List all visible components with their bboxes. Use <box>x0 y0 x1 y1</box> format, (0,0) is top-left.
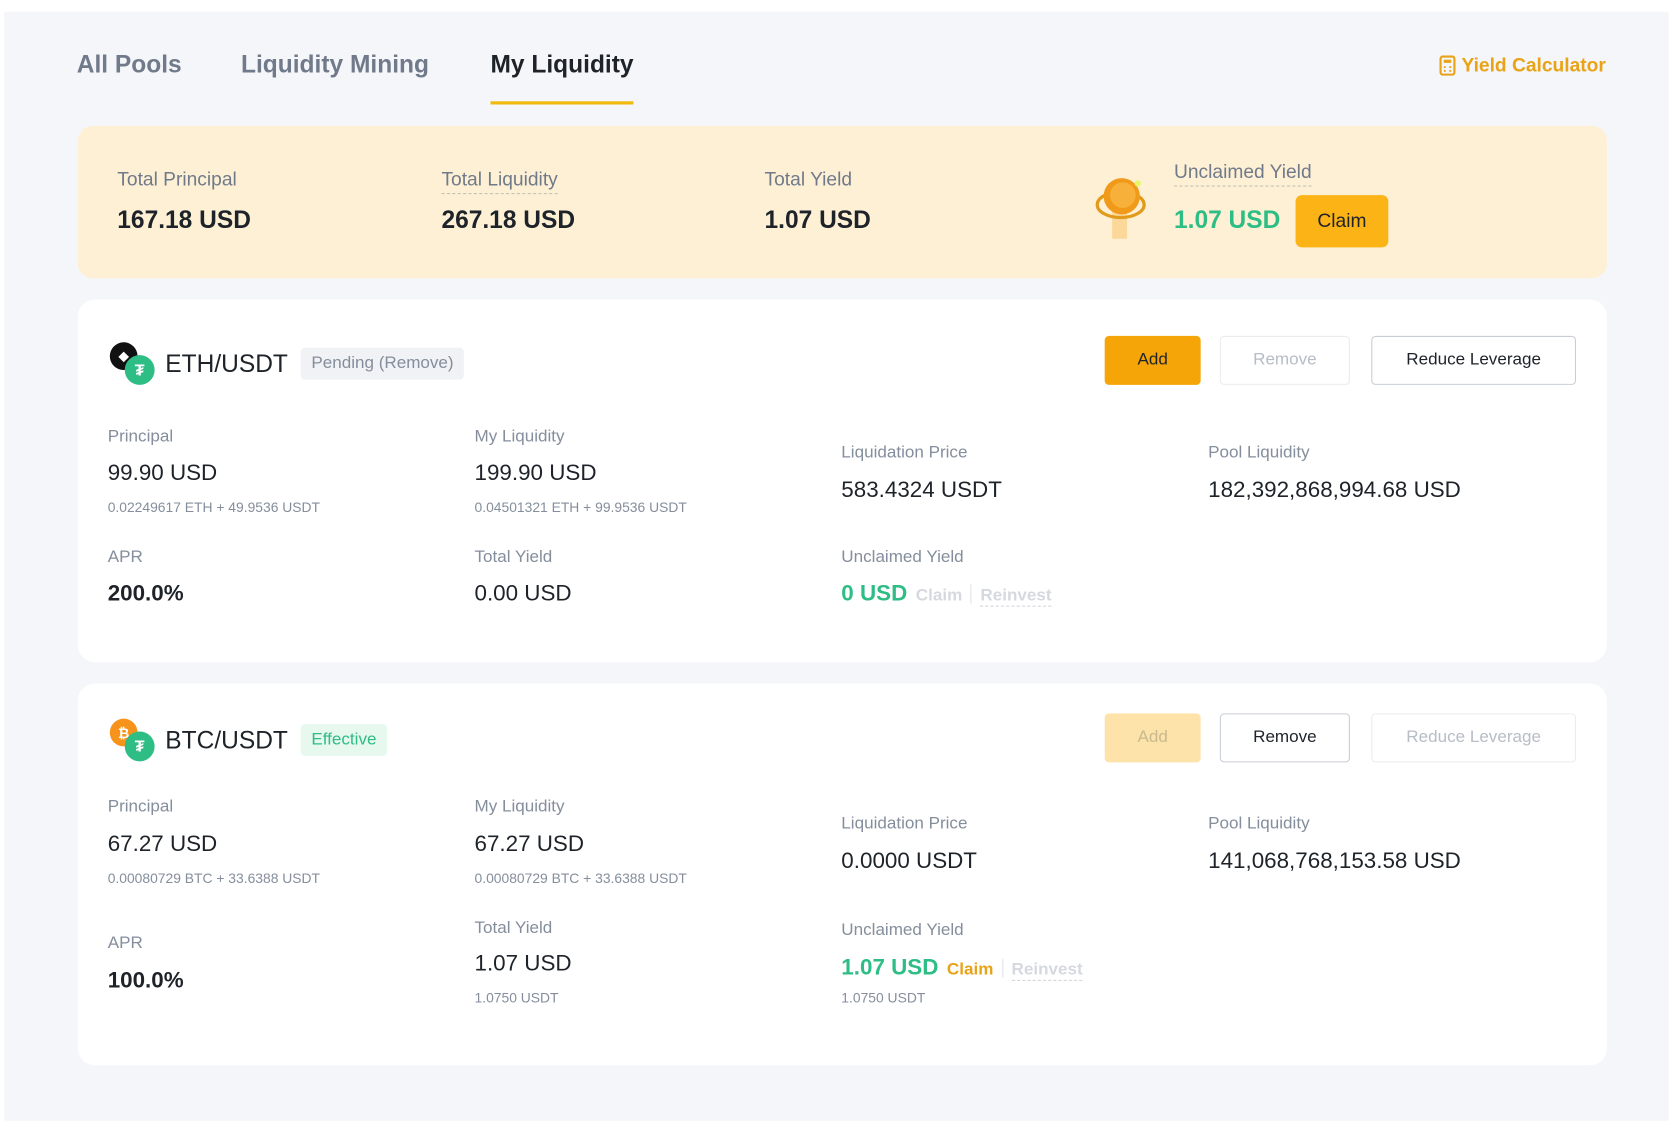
pair-name: BTC/USDT <box>165 725 288 754</box>
total-yield-detail: 1.0750 USDT <box>474 989 559 1006</box>
total-liquidity-value: 267.18 USD <box>441 205 576 234</box>
liquidation-price-label: Liquidation Price <box>841 443 968 462</box>
unclaimed-yield-label: Unclaimed Yield <box>841 548 964 567</box>
divider <box>1001 958 1003 978</box>
pool-liquidity-value: 182,392,868,994.68 USD <box>1208 477 1461 503</box>
total-yield-value: 1.07 USD <box>474 951 572 976</box>
usdt-icon: ₮ <box>124 731 155 762</box>
apr-label: APR <box>107 548 143 567</box>
liquidation-price-label: Liquidation Price <box>841 814 968 833</box>
principal-detail: 0.00080729 BTC + 33.6388 USDT <box>107 870 321 887</box>
total-principal-label: Total Principal <box>117 168 237 190</box>
claim-all-button[interactable]: Claim <box>1295 195 1389 248</box>
tab-my-liquidity[interactable]: My Liquidity <box>490 50 634 78</box>
my-liquidity-value: 199.90 USD <box>474 460 597 486</box>
principal-detail: 0.02249617 ETH + 49.9536 USDT <box>107 499 321 516</box>
total-yield-label: Total Yield <box>474 548 553 567</box>
pool-liquidity-value: 141,068,768,153.58 USD <box>1208 848 1461 874</box>
tab-liquidity-mining[interactable]: Liquidity Mining <box>240 50 429 78</box>
reduce-leverage-button[interactable]: Reduce Leverage <box>1371 335 1576 385</box>
my-liquidity-label: My Liquidity <box>474 797 565 816</box>
add-button[interactable]: Add <box>1104 335 1201 385</box>
yield-calculator-label: Yield Calculator <box>1461 54 1606 76</box>
principal-value: 99.90 USD <box>107 460 218 486</box>
total-yield-value: 1.07 USD <box>764 205 871 234</box>
status-badge: Effective <box>300 724 388 757</box>
apr-value: 100.0% <box>107 968 184 993</box>
my-liquidity-detail: 0.04501321 ETH + 99.9536 USDT <box>474 499 687 516</box>
unclaimed-yield-value: 1.07 USD <box>1173 205 1281 234</box>
total-yield-label: Total Yield <box>764 168 853 190</box>
tab-all-pools[interactable]: All Pools <box>76 50 182 78</box>
apr-label: APR <box>107 934 143 953</box>
pair-name: ETH/USDT <box>165 349 288 377</box>
yield-calculator-link[interactable]: Yield Calculator <box>1439 54 1606 76</box>
active-tab-indicator <box>490 101 634 105</box>
unclaimed-yield-value: 1.07 USD <box>841 955 939 980</box>
total-yield-label: Total Yield <box>474 919 553 938</box>
remove-button[interactable]: Remove <box>1219 713 1350 763</box>
principal-label: Principal <box>107 797 174 816</box>
remove-button[interactable]: Remove <box>1219 335 1350 385</box>
add-button[interactable]: Add <box>1104 713 1201 763</box>
liquidation-price-value: 583.4324 USDT <box>841 477 1002 503</box>
usdt-icon: ₮ <box>124 355 155 385</box>
total-liquidity-label[interactable]: Total Liquidity <box>441 168 558 195</box>
total-yield-value: 0.00 USD <box>474 581 572 606</box>
principal-label: Principal <box>107 427 174 446</box>
unclaimed-yield-value: 0 USD <box>841 581 908 606</box>
summary-panel: Total Principal 167.18 USD Total Liquidi… <box>77 125 1607 279</box>
principal-value: 67.27 USD <box>107 831 218 857</box>
apr-value: 200.0% <box>107 581 184 606</box>
status-badge: Pending (Remove) <box>300 347 465 380</box>
unclaimed-yield-label[interactable]: Unclaimed Yield <box>1173 161 1312 187</box>
divider <box>970 584 972 604</box>
my-liquidity-label: My Liquidity <box>474 427 565 446</box>
unclaimed-yield-detail: 1.0750 USDT <box>841 989 926 1006</box>
calculator-icon <box>1439 55 1456 76</box>
liquidation-price-value: 0.0000 USDT <box>841 848 977 874</box>
pool-card-btc-usdt: ₿ ₮ BTC/USDT Effective Add Remove Reduce … <box>77 683 1607 1066</box>
my-liquidity-value: 67.27 USD <box>474 831 585 857</box>
coin-reward-icon <box>1095 178 1146 239</box>
pool-card-eth-usdt: ◆ ₮ ETH/USDT Pending (Remove) Add Remove … <box>77 299 1607 663</box>
my-liquidity-detail: 0.00080729 BTC + 33.6388 USDT <box>474 870 687 887</box>
unclaimed-yield-label: Unclaimed Yield <box>841 921 964 940</box>
claim-link[interactable]: Claim <box>915 586 963 605</box>
total-principal-value: 167.18 USD <box>117 205 251 234</box>
pool-liquidity-label: Pool Liquidity <box>1208 814 1310 833</box>
reduce-leverage-button[interactable]: Reduce Leverage <box>1371 713 1576 763</box>
reinvest-link[interactable]: Reinvest <box>980 586 1052 607</box>
pool-liquidity-label: Pool Liquidity <box>1208 443 1310 462</box>
claim-link[interactable]: Claim <box>946 960 994 979</box>
page: All Pools Liquidity Mining My Liquidity … <box>4 11 1669 1121</box>
reinvest-link[interactable]: Reinvest <box>1011 961 1083 981</box>
